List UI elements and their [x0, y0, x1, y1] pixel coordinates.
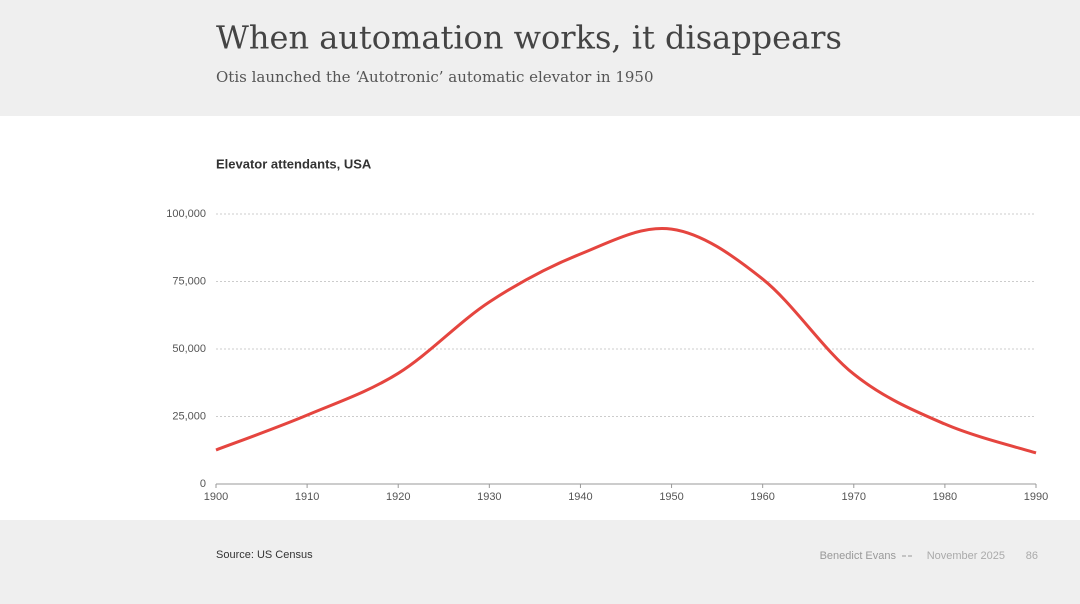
header-band: [0, 0, 1080, 116]
x-tick-label: 1950: [659, 491, 683, 503]
x-tick-label: 1900: [204, 491, 228, 503]
y-tick-label: 25,000: [172, 410, 206, 422]
y-tick-label: 75,000: [172, 275, 206, 287]
y-tick-label: 0: [200, 478, 206, 490]
date: November 2025: [927, 550, 1005, 562]
footer-band: [0, 520, 1080, 604]
line-series: [215, 226, 1037, 455]
slide-subtitle: Otis launched the ‘Autotronic’ automatic…: [216, 68, 654, 86]
page-number: 86: [1026, 550, 1038, 562]
x-tick-label: 1930: [477, 491, 501, 503]
x-tick-label: 1920: [386, 491, 410, 503]
chart-band: [0, 116, 1080, 520]
x-tick-label: 1910: [295, 491, 319, 503]
slide-title: When automation works, it disappears: [216, 19, 842, 57]
x-tick-label: 1990: [1024, 491, 1048, 503]
x-tick-label: 1940: [568, 491, 592, 503]
plot: 0 25,000 50,000 75,000 100,000 1900 1910 1920 19…: [166, 208, 1048, 503]
x-tick-label: 1970: [842, 491, 866, 503]
chart-title: Elevator attendants, USA: [216, 156, 372, 171]
y-tick-label: 100,000: [166, 208, 206, 220]
x-tick-label: 1960: [750, 491, 774, 503]
author: Benedict Evans: [820, 550, 897, 562]
source: Source: US Census: [216, 549, 313, 561]
y-tick-label: 50,000: [172, 343, 206, 355]
x-tick-label: 1980: [933, 491, 957, 503]
